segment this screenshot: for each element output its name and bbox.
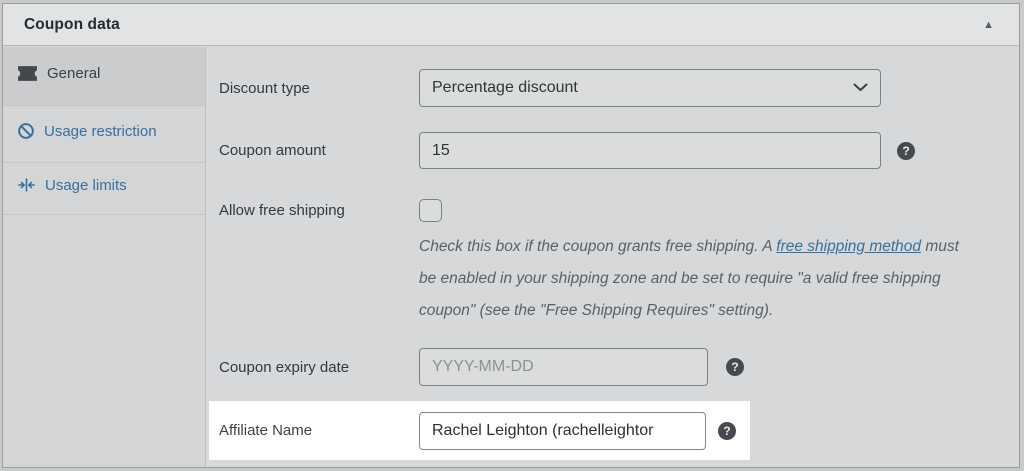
discount-type-select[interactable]: Percentage discount — [419, 69, 881, 107]
ticket-icon — [17, 64, 38, 92]
tab-list: General Usage restriction Usage limits — [3, 47, 205, 215]
free-shipping-row: Allow free shipping — [206, 199, 442, 222]
collapse-toggle-button[interactable]: ▲ — [979, 15, 998, 35]
no-entry-icon — [17, 122, 35, 150]
tab-label: Usage restriction — [44, 123, 157, 140]
expiry-date-label: Coupon expiry date — [219, 358, 350, 376]
coupon-amount-label: Coupon amount — [219, 142, 326, 159]
coupon-data-metabox: Coupon data ▲ General Usage restricti — [2, 3, 1020, 468]
tab-general[interactable]: General — [3, 47, 205, 106]
description-text: Check this box if the coupon grants free… — [419, 238, 777, 255]
free-shipping-checkbox[interactable] — [419, 199, 442, 222]
tab-panel-general: Discount type Percentage discount Coupon… — [206, 47, 1019, 467]
affiliate-name-row-highlighted: Affiliate Name ? — [209, 401, 750, 460]
discount-type-label: Discount type — [219, 79, 310, 97]
discount-type-selected-value: Percentage discount — [432, 79, 578, 96]
free-shipping-label: Allow free shipping — [219, 202, 345, 219]
compress-arrows-icon — [17, 176, 36, 204]
chevron-down-icon — [853, 79, 868, 97]
free-shipping-method-link[interactable]: free shipping method — [776, 238, 922, 255]
expiry-date-row: Coupon expiry date ? — [206, 348, 744, 386]
tab-label: Usage limits — [45, 177, 127, 194]
coupon-amount-input[interactable] — [419, 132, 881, 169]
metabox-title: Coupon data — [24, 15, 120, 33]
metabox-body: General Usage restriction Usage limits — [3, 47, 1019, 467]
affiliate-name-label: Affiliate Name — [219, 422, 313, 439]
tab-label: General — [47, 65, 101, 82]
tab-usage-limits[interactable]: Usage limits — [3, 163, 205, 215]
tab-usage-restriction[interactable]: Usage restriction — [3, 106, 205, 163]
metabox-header: Coupon data ▲ — [3, 4, 1019, 46]
help-icon[interactable]: ? — [726, 358, 744, 376]
help-icon[interactable]: ? — [718, 421, 736, 440]
free-shipping-description: Check this box if the coupon grants free… — [419, 231, 971, 327]
coupon-amount-row: Coupon amount ? — [206, 132, 915, 169]
discount-type-row: Discount type Percentage discount — [206, 69, 881, 107]
collapse-arrow-icon: ▲ — [983, 18, 994, 31]
expiry-date-input[interactable] — [419, 348, 708, 386]
description-text: must be enabled in your shipping zone an… — [419, 238, 959, 319]
help-icon[interactable]: ? — [897, 141, 915, 160]
coupon-tabs-sidebar: General Usage restriction Usage limits — [3, 47, 206, 467]
affiliate-name-input[interactable] — [419, 411, 706, 450]
